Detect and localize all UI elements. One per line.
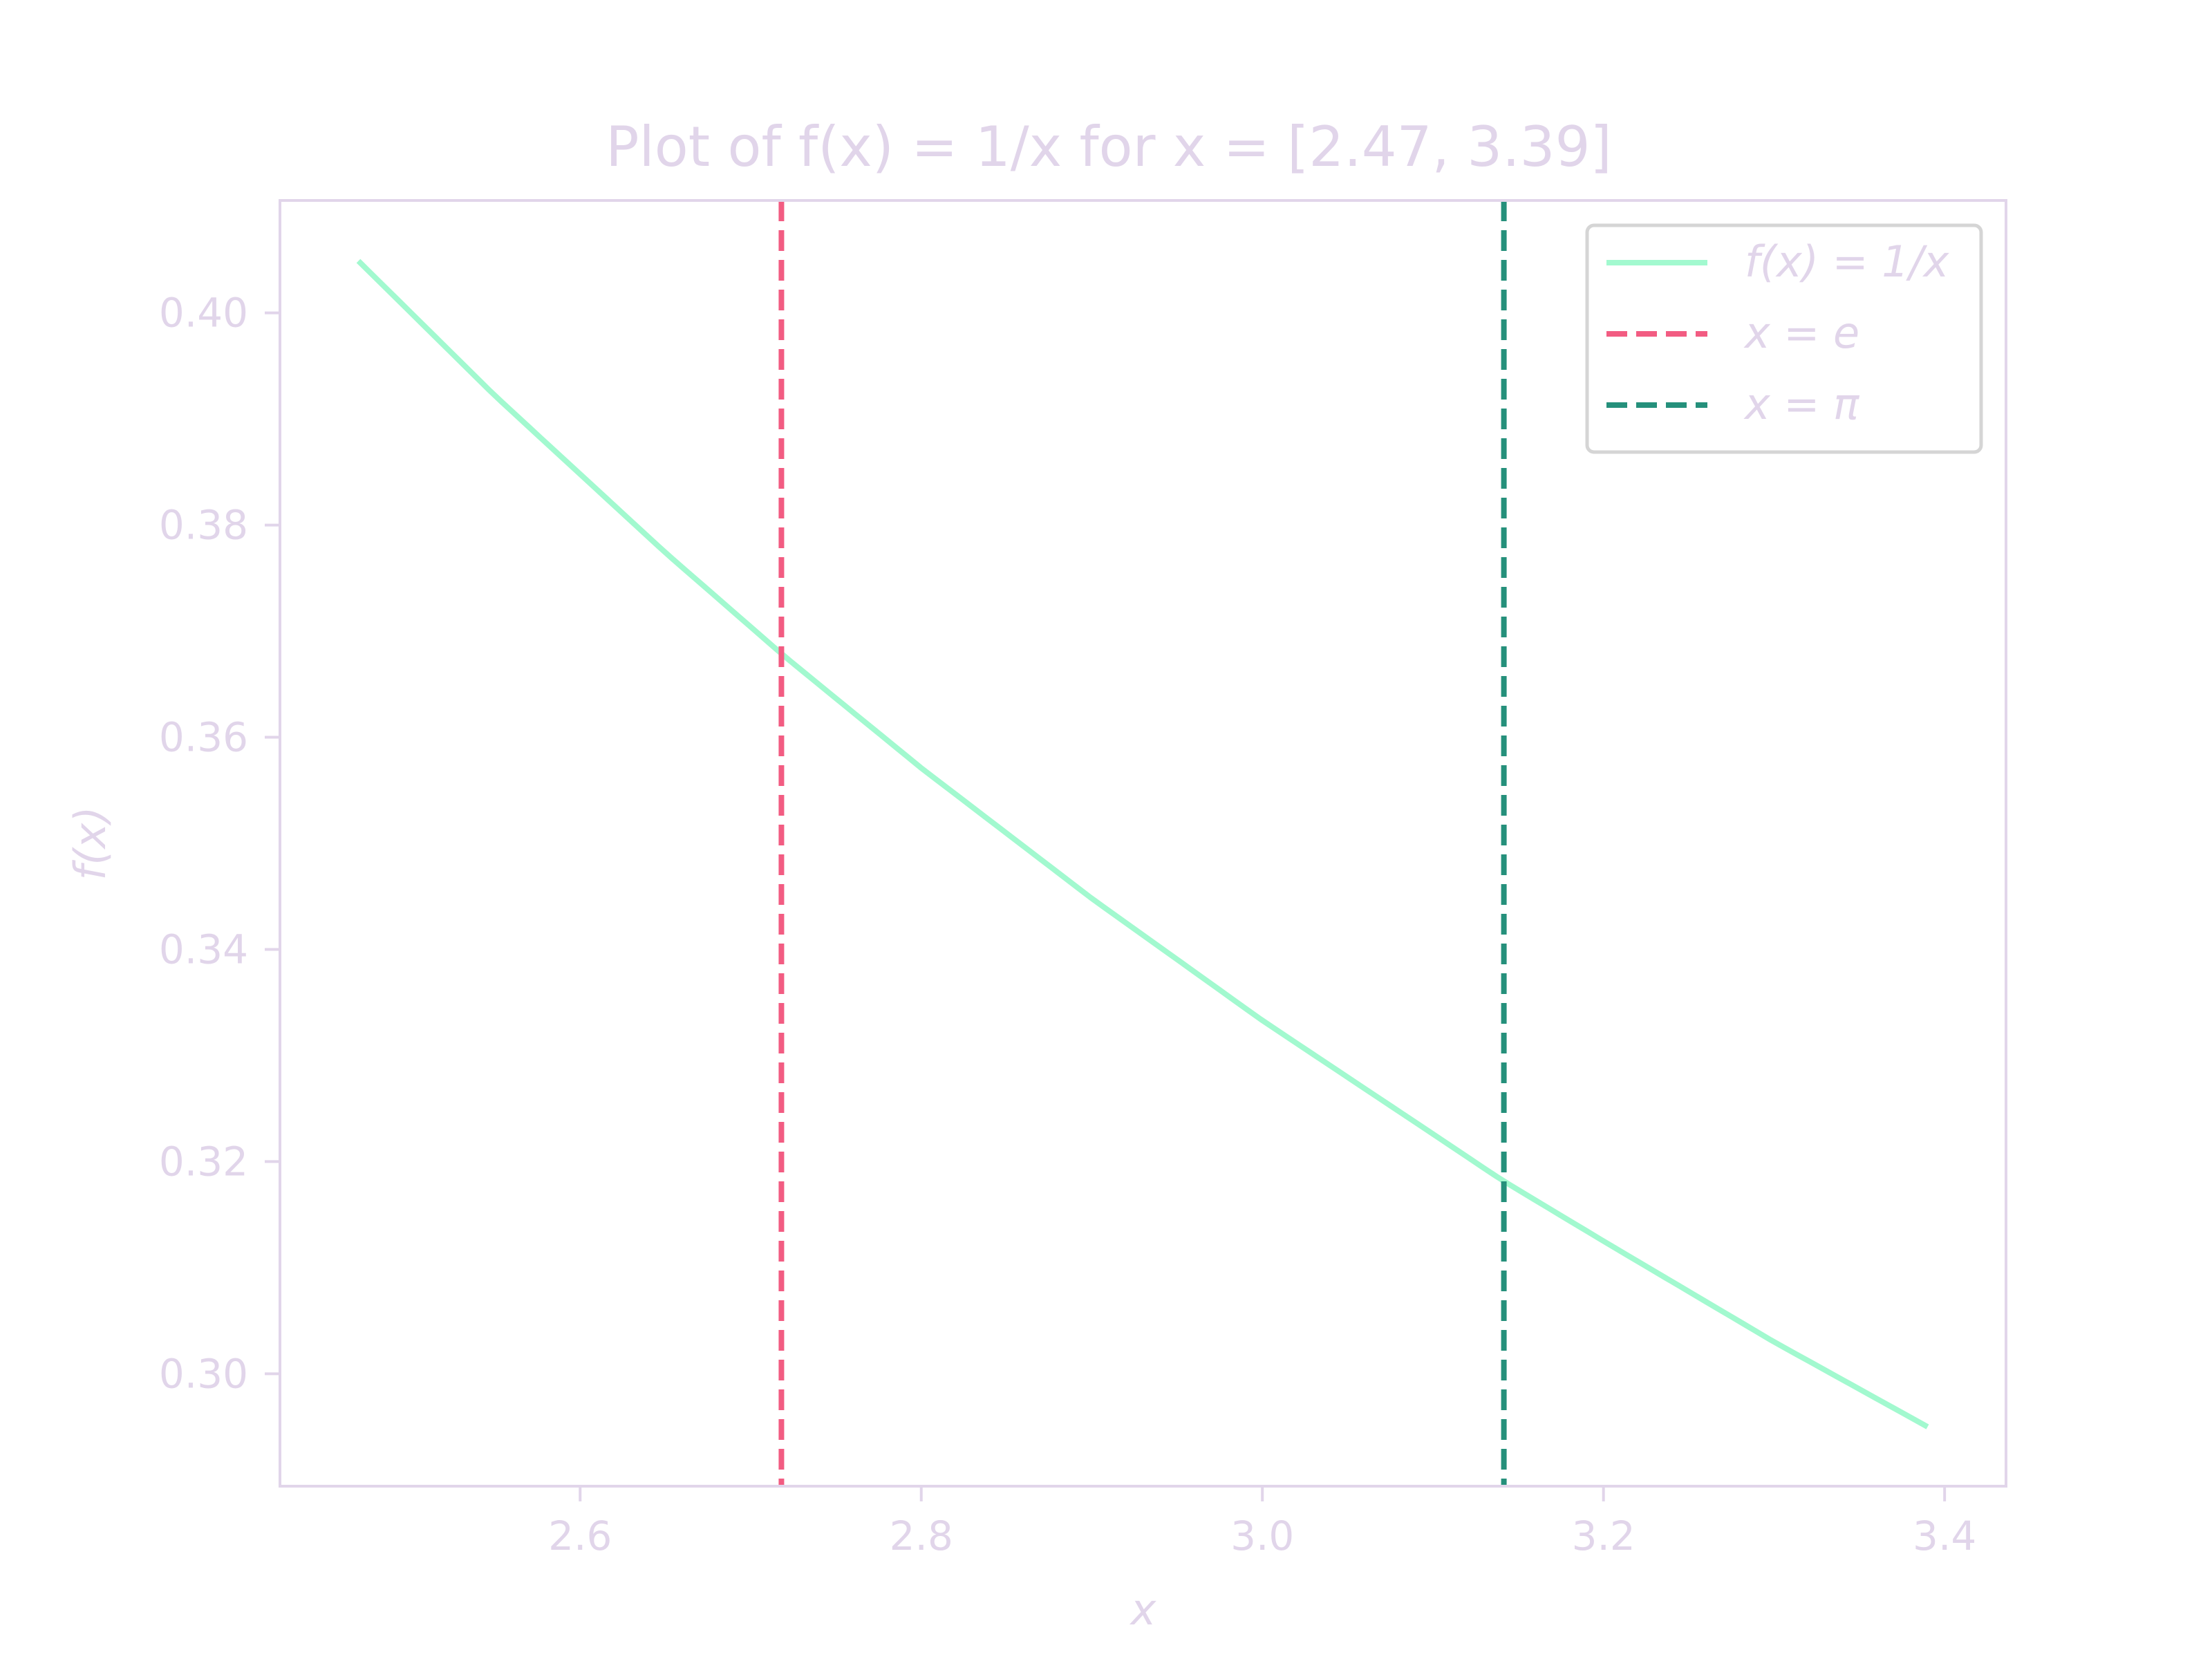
legend-label-2: x = π bbox=[1743, 379, 1860, 429]
y-tick-label: 0.40 bbox=[159, 290, 248, 337]
legend-label-1: x = e bbox=[1743, 308, 1859, 358]
legend: f(x) = 1/x x = e x = π bbox=[1585, 223, 1983, 454]
curve-series-0 bbox=[356, 259, 1929, 1430]
lines-layer bbox=[356, 200, 1929, 1486]
chart-title: Plot of f(x) = 1/x for x = [2.47, 3.39] bbox=[606, 115, 1611, 179]
y-tick-label: 0.32 bbox=[159, 1138, 248, 1185]
x-tick-label: 2.6 bbox=[548, 1512, 612, 1559]
legend-items: f(x) = 1/x x = e x = π bbox=[1606, 236, 1950, 429]
x-tick-label: 3.4 bbox=[1913, 1512, 1976, 1559]
legend-label-0: f(x) = 1/x bbox=[1745, 236, 1950, 287]
legend-box bbox=[1585, 223, 1983, 454]
y-axis-label: f(x) bbox=[65, 807, 115, 881]
plot-frame bbox=[279, 199, 2007, 1488]
x-axis-label: x bbox=[1130, 1584, 1157, 1635]
x-tick-label: 2.8 bbox=[890, 1512, 953, 1559]
y-tick-label: 0.38 bbox=[159, 502, 248, 549]
y-tick-label: 0.34 bbox=[159, 926, 248, 973]
x-tick-label: 3.2 bbox=[1572, 1512, 1635, 1559]
y-tick-label: 0.36 bbox=[159, 714, 248, 761]
x-tick-label: 3.0 bbox=[1230, 1512, 1294, 1559]
ticks-layer: 2.6 2.8 3.0 3.2 3.4 0.30 0.32 0.34 0.36 0.38 0.40 bbox=[159, 290, 1976, 1559]
y-tick-label: 0.30 bbox=[159, 1350, 248, 1397]
